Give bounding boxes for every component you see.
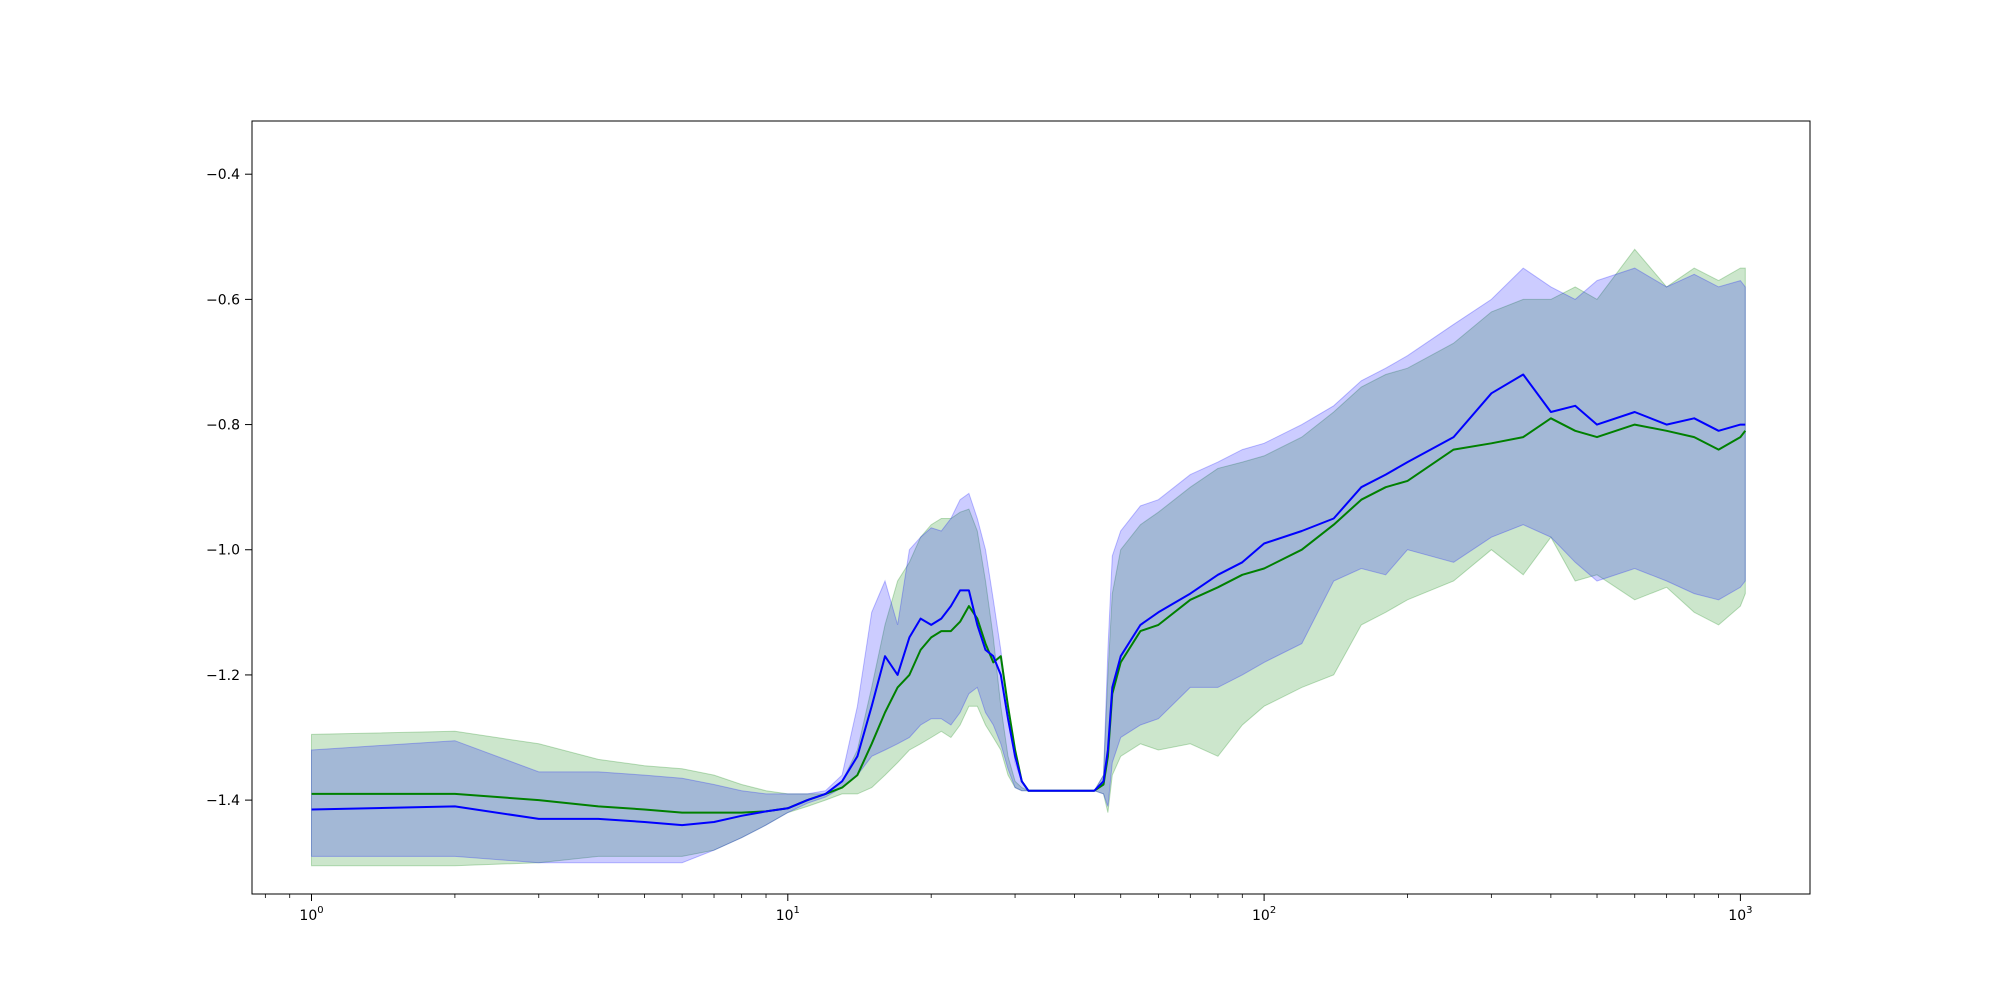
y-tick-label-2: −0.8 bbox=[206, 418, 240, 434]
x-tick-label-1: 101 bbox=[776, 905, 800, 924]
x-tick-label-3: 103 bbox=[1728, 905, 1752, 924]
series-1-band bbox=[311, 267, 1746, 864]
confidence-bands bbox=[311, 248, 1746, 867]
x-axis: 100 101 102 103 bbox=[264, 894, 1753, 924]
y-tick-label-0: −0.4 bbox=[206, 167, 240, 183]
y-tick-label-1: −0.6 bbox=[206, 292, 240, 308]
y-tick-label-5: −1.4 bbox=[206, 793, 240, 809]
series-lines bbox=[311, 373, 1747, 827]
x-tick-label-0: 100 bbox=[299, 905, 323, 924]
series-0-band bbox=[311, 248, 1746, 867]
plot-frame bbox=[251, 120, 1811, 895]
x-tick-label-2: 102 bbox=[1252, 905, 1276, 924]
y-axis: −0.4 −0.6 −0.8 −1.0 −1.2 −1.4 bbox=[206, 167, 252, 809]
y-tick-label-3: −1.0 bbox=[206, 543, 240, 559]
series-1-line bbox=[311, 373, 1746, 827]
y-tick-label-4: −1.2 bbox=[206, 668, 240, 684]
